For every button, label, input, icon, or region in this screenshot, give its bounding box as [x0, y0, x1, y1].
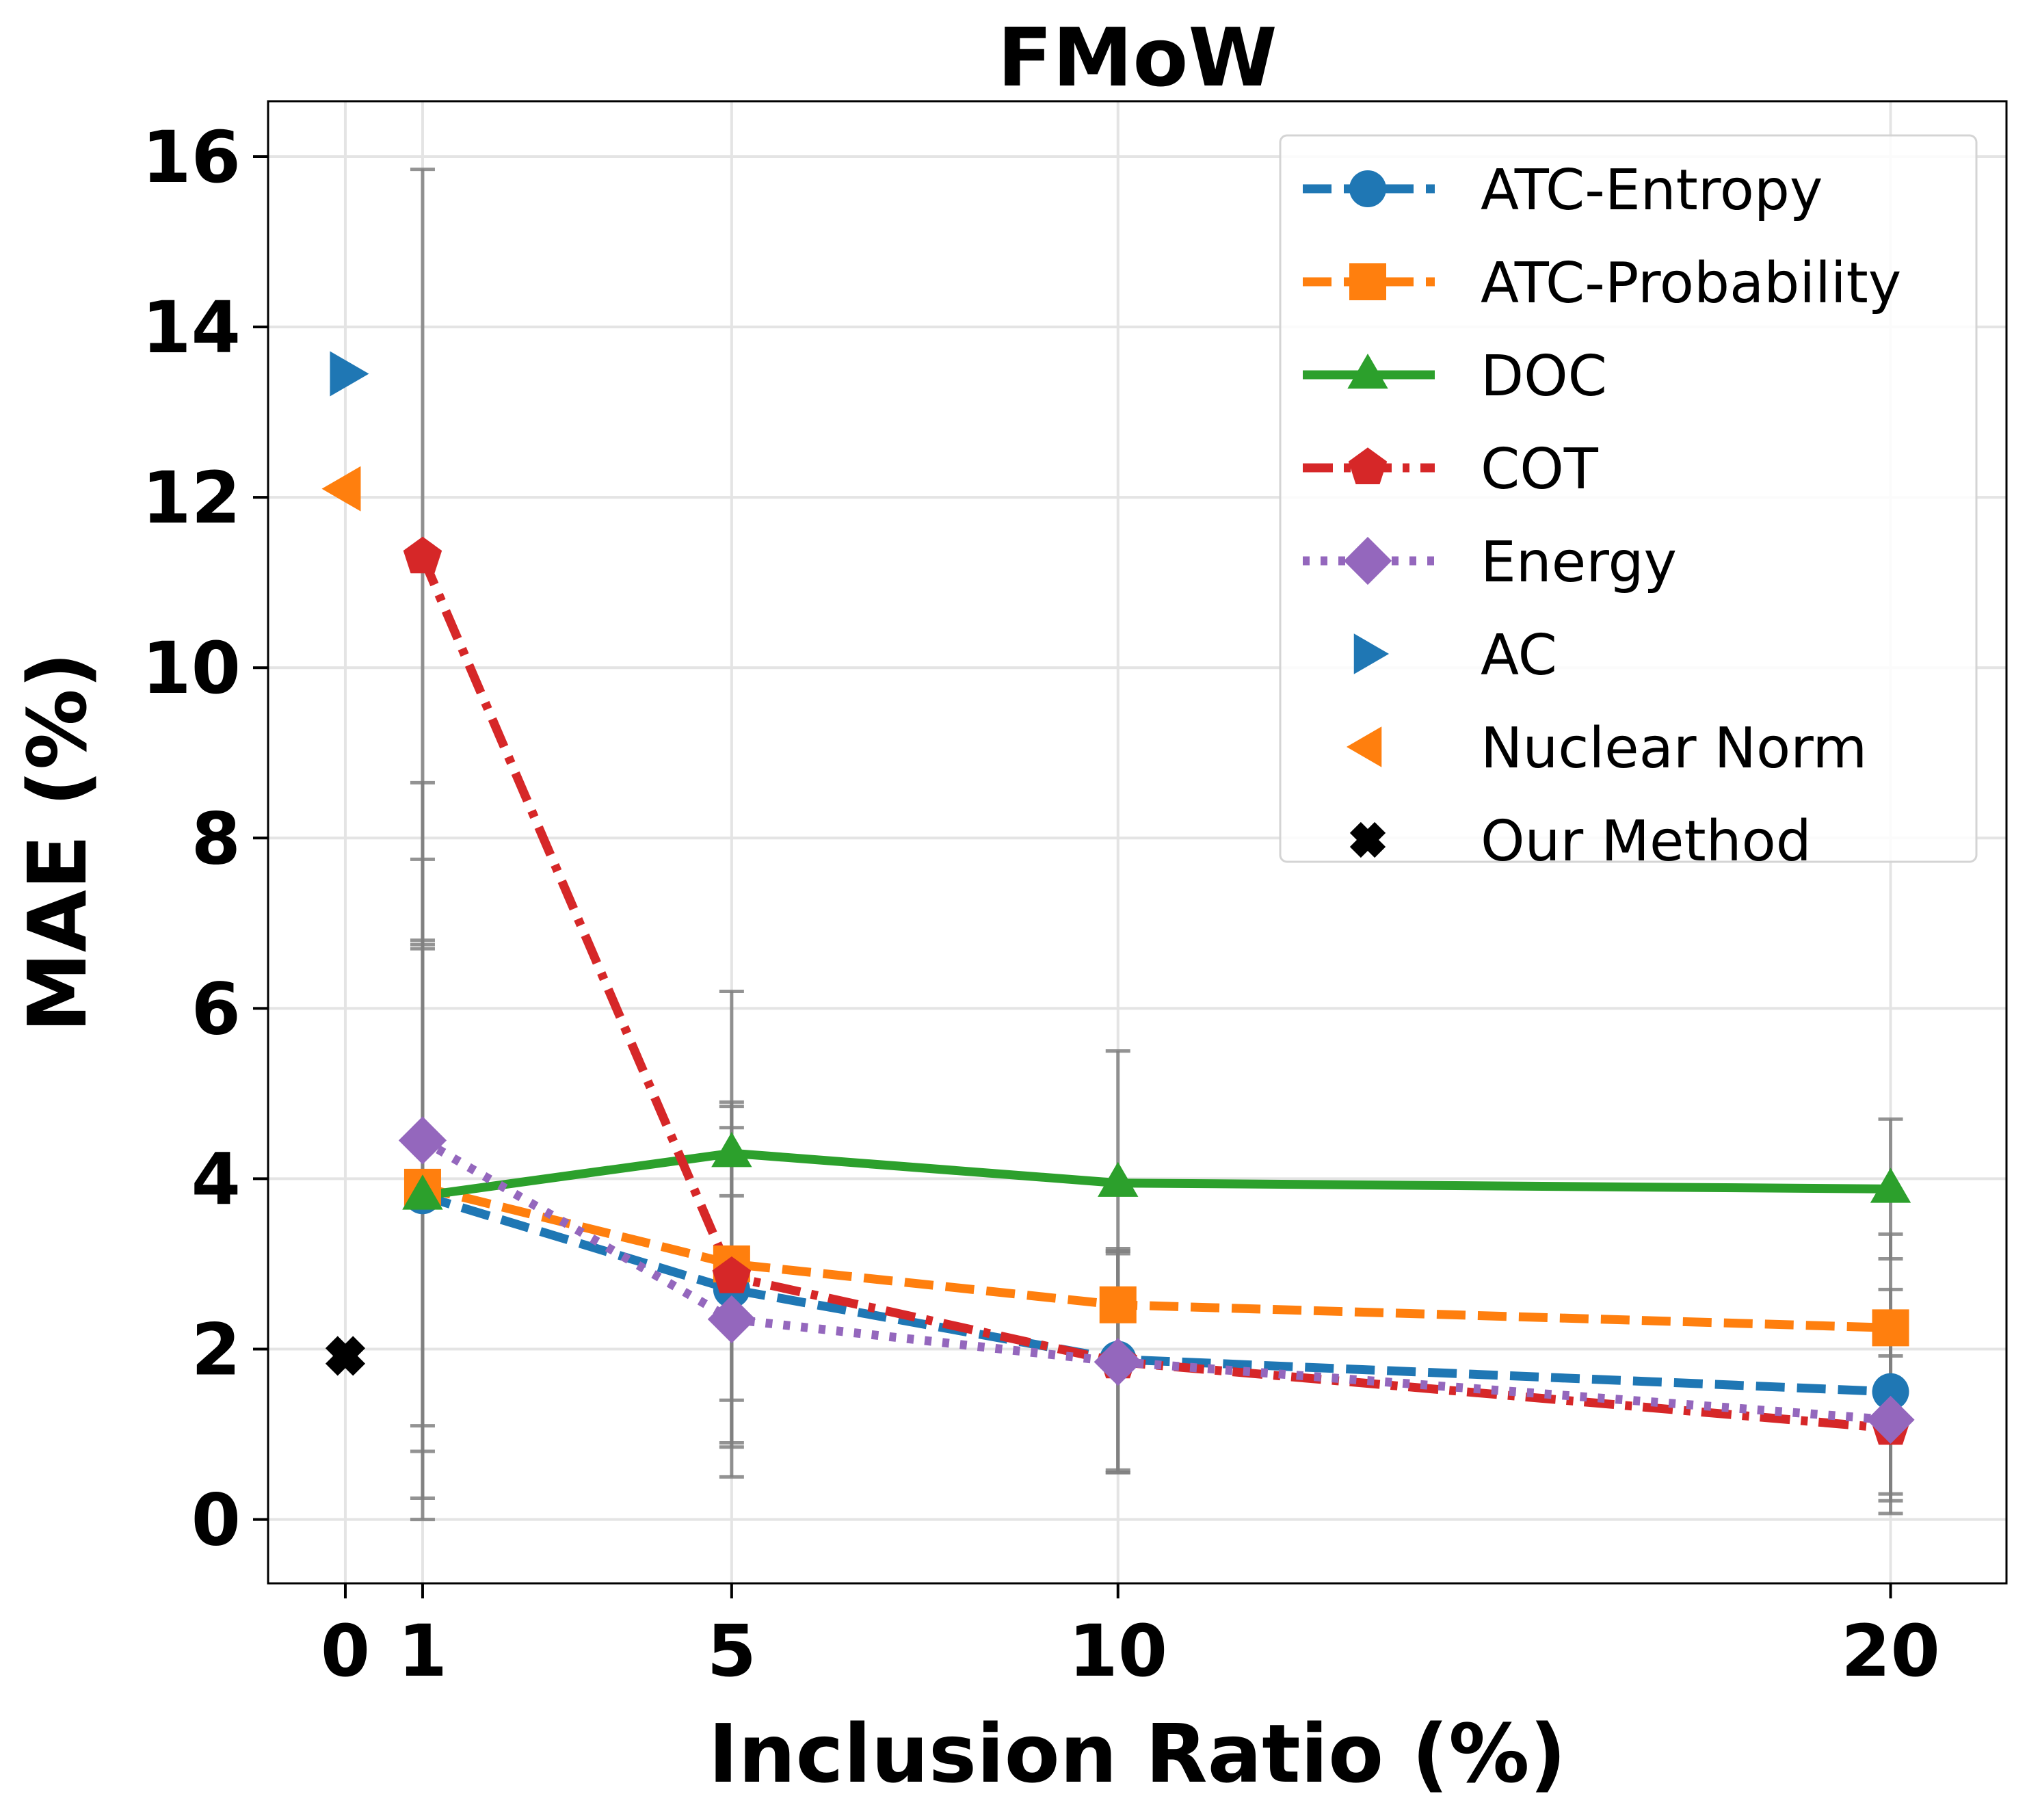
data-point-energy	[398, 1116, 447, 1165]
series-line-atc-entropy	[421, 1191, 1891, 1397]
series-line-doc	[422, 1148, 1891, 1200]
y-tick-label: 2	[191, 1308, 241, 1392]
x-tick-label: 5	[707, 1609, 756, 1693]
data-point-doc	[402, 1174, 443, 1210]
data-point-atc-entropy	[1872, 1373, 1909, 1410]
series-markers	[321, 351, 1915, 1445]
legend-label-doc: DOC	[1481, 344, 1607, 409]
data-point-energy	[1094, 1338, 1142, 1386]
data-point-energy	[707, 1295, 756, 1344]
legend-marker-our-method	[1349, 821, 1386, 858]
data-point-atc-probability	[1099, 1286, 1137, 1323]
legend-label-nuclear-norm: Nuclear Norm	[1481, 716, 1867, 781]
data-point-nuclear-norm	[321, 466, 361, 512]
x-tick-label: 20	[1841, 1609, 1940, 1693]
series-line-atc-probability	[421, 1183, 1891, 1332]
legend-marker-atc-probability	[1349, 263, 1386, 300]
data-point-cot	[403, 536, 442, 574]
data-point-our-method	[325, 1336, 366, 1376]
chart-title: FMoW	[997, 10, 1277, 105]
y-axis-label: MAE (%)	[10, 652, 105, 1033]
y-tick-label: 0	[191, 1479, 241, 1562]
data-point-doc	[711, 1132, 752, 1168]
data-point-ac	[330, 351, 369, 397]
y-tick-label: 4	[191, 1137, 241, 1221]
legend-label-cot: COT	[1481, 437, 1599, 502]
data-point-doc	[1870, 1168, 1911, 1203]
legend-marker-ac	[1353, 633, 1390, 674]
data-point-atc-probability	[1872, 1309, 1909, 1347]
legend-marker-cot	[1348, 447, 1388, 484]
plot-frame	[267, 100, 2008, 1585]
y-tick-label: 8	[191, 797, 241, 880]
legend: ATC-Entropy ATC-Probability DOC COT Energy AC…	[1279, 134, 1978, 874]
y-tick-label: 16	[142, 116, 241, 199]
y-tick-label: 6	[191, 967, 241, 1051]
y-tick-label: 10	[142, 627, 241, 710]
y-tick-label: 14	[142, 286, 241, 369]
series-lines	[419, 555, 1892, 1433]
data-point-energy	[1866, 1395, 1915, 1444]
x-axis-label: Inclusion Ratio (%)	[708, 1706, 1567, 1801]
legend-label-ac: AC	[1481, 623, 1557, 688]
x-tick-label: 10	[1068, 1609, 1167, 1693]
data-point-cot	[712, 1256, 752, 1293]
y-tick-label: 12	[142, 456, 241, 540]
data-point-our-method-stroke-b	[325, 1336, 366, 1376]
legend-marker-our-method-stroke-b	[1349, 821, 1386, 858]
data-point-doc	[1098, 1161, 1139, 1197]
legend-label-atc-entropy: ATC-Entropy	[1481, 158, 1823, 223]
x-tick-label: 1	[398, 1609, 447, 1693]
legend-frame	[1279, 134, 1978, 863]
legend-marker-atc-entropy	[1349, 170, 1386, 207]
series-line-energy	[420, 1136, 1891, 1425]
legend-label-atc-probability: ATC-Probability	[1481, 251, 1901, 316]
legend-marker-energy	[1343, 536, 1392, 585]
x-tick-label: 0	[321, 1609, 370, 1693]
legend-marker-doc	[1347, 353, 1388, 389]
legend-label-energy: Energy	[1481, 530, 1677, 595]
legend-label-our-method: Our Method	[1481, 809, 1812, 874]
legend-marker-nuclear-norm	[1346, 726, 1382, 767]
